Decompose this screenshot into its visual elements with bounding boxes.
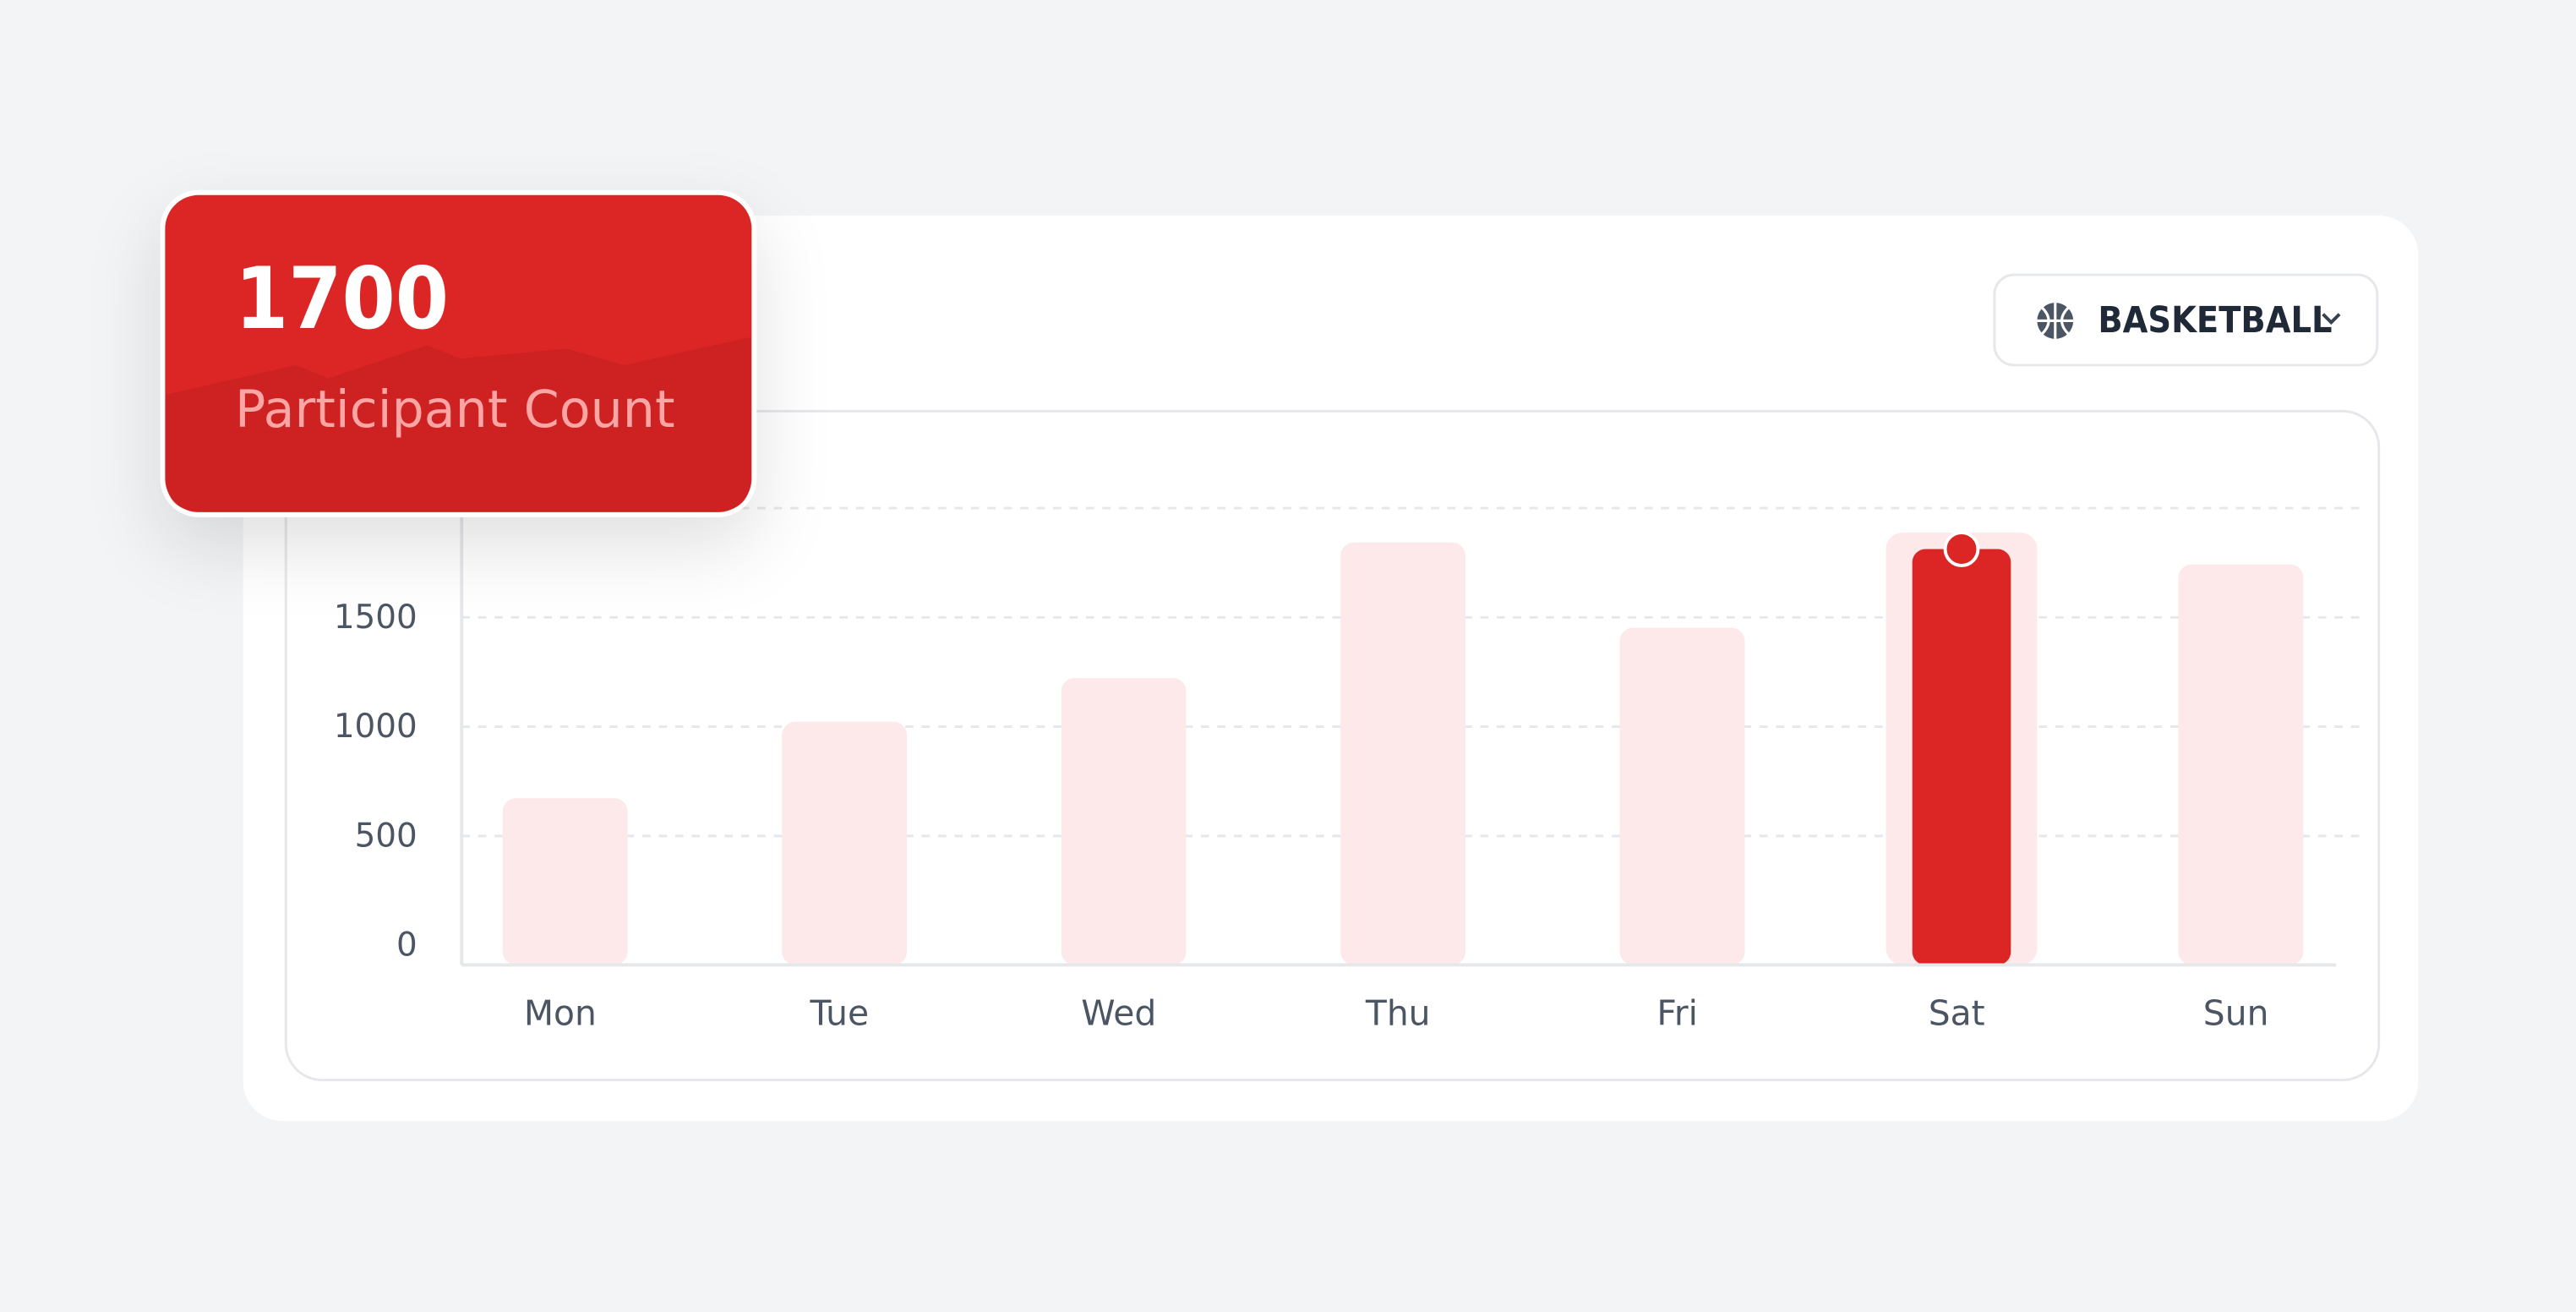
card-wave [166, 336, 751, 511]
x-tick-label: Thu [1365, 993, 1431, 1034]
x-tick-label: Mon [524, 993, 597, 1034]
bar [1912, 549, 2011, 965]
dropdown-label: BASKETBALL [2098, 299, 2332, 342]
y-tick-label: 1500 [334, 599, 418, 637]
x-tick-label: Sat [1929, 993, 1985, 1034]
stat-card: 1700 Participant Count [160, 189, 757, 517]
bar [502, 798, 628, 965]
x-tick-label: Fri [1656, 993, 1698, 1034]
x-tick-label: Sun [2203, 993, 2269, 1034]
plot: 0 500 1000 1500 Mon Tue Wed Thu Fri Sat Sun [334, 493, 2366, 1034]
bar [2178, 564, 2304, 965]
bar-dot [1943, 531, 1980, 567]
bar [1061, 678, 1187, 965]
bar [782, 721, 908, 965]
card-value: 1700 [235, 249, 449, 348]
dropdown-box[interactable] [1993, 273, 2379, 367]
bar [1619, 627, 1745, 965]
bar [1340, 542, 1465, 965]
chevron [2322, 313, 2341, 325]
card-label: Participant Count [235, 380, 675, 440]
x-tick-label: Tue [809, 993, 869, 1034]
y-tick-label: 500 [355, 817, 418, 855]
y-tick-label: 0 [396, 927, 418, 965]
ball-lines [2037, 303, 2074, 339]
y-tick-label: 1000 [334, 708, 418, 746]
dropdown[interactable]: BASKETBALL [1993, 273, 2379, 367]
x-tick-label: Wed [1081, 993, 1156, 1034]
